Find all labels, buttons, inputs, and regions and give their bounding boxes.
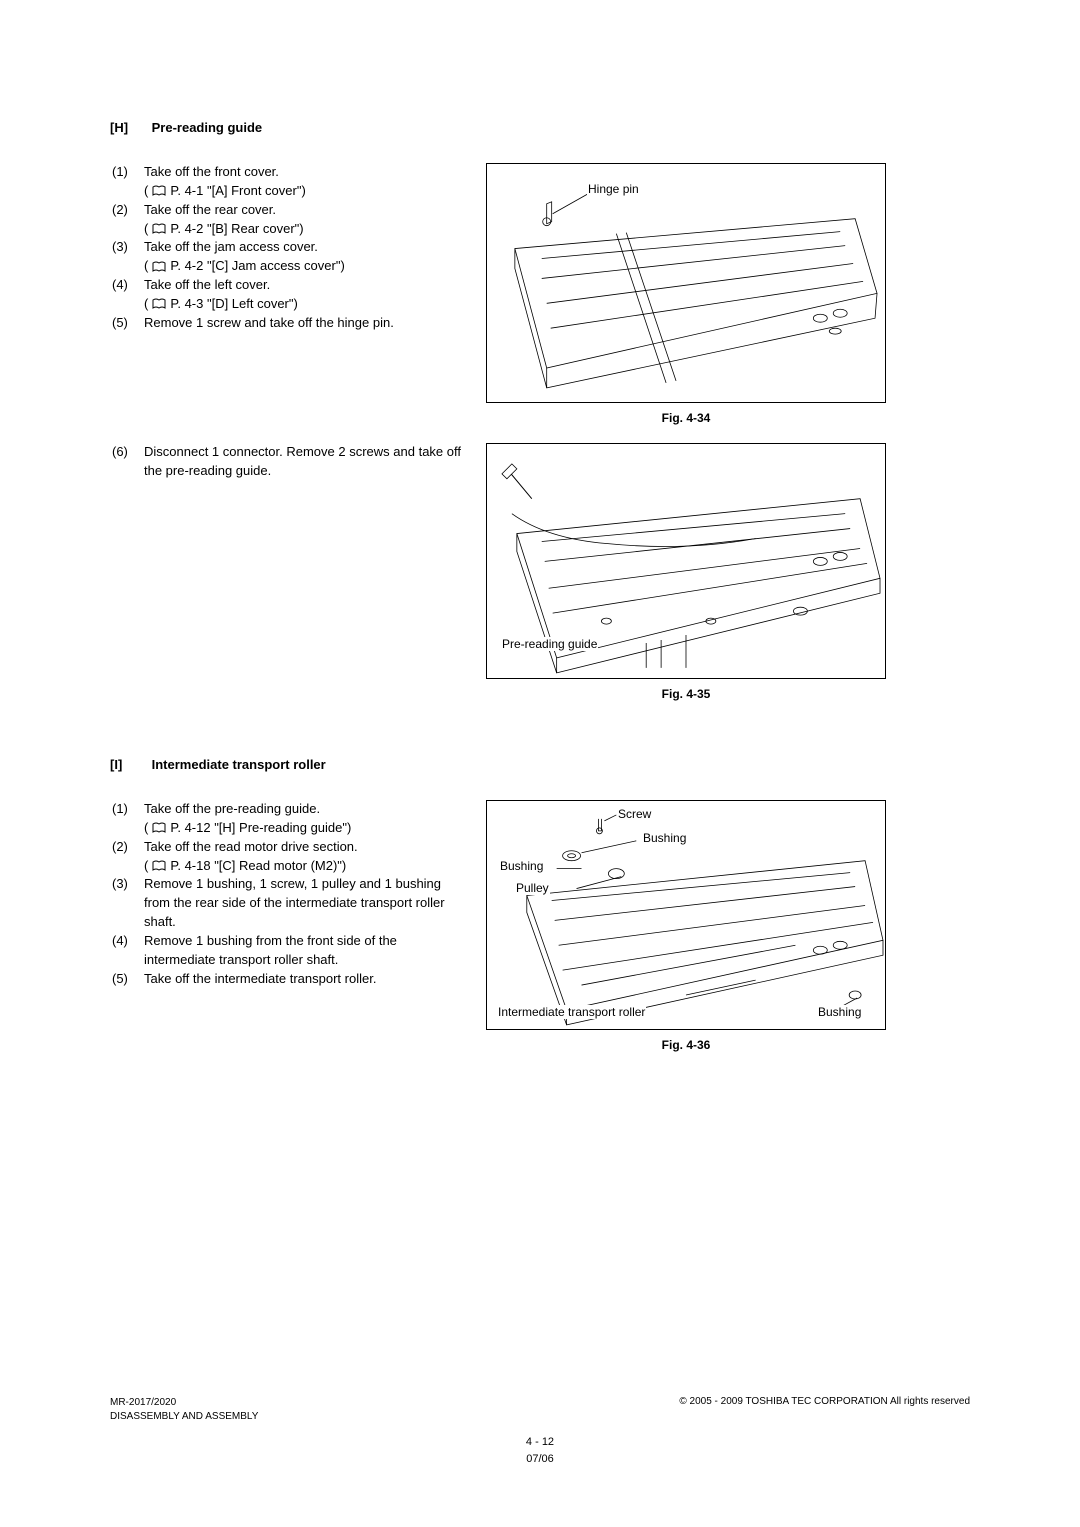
page-footer: MR-2017/2020 DISASSEMBLY AND ASSEMBLY © …: [110, 1396, 970, 1467]
label-pulley: Pulley: [515, 881, 550, 895]
section-h-steps: (1) Take off the front cover. ( P. 4-1 "…: [110, 163, 466, 333]
section-h-tag: [H]: [110, 120, 148, 135]
book-icon: [152, 298, 166, 310]
figure-4-36: Screw Bushing Bushing Pulley Intermediat…: [486, 800, 886, 1030]
section-i-steps: (1) Take off the pre-reading guide. ( P.…: [110, 800, 466, 988]
step-item: (3) Take off the jam access cover. ( P. …: [110, 238, 466, 276]
step-num: (3): [110, 238, 144, 276]
label-bushing-top: Bushing: [642, 831, 687, 845]
step-text: Take off the jam access cover.: [144, 239, 318, 254]
step-item: (2) Take off the rear cover. ( P. 4-2 "[…: [110, 201, 466, 239]
footer-rev: 07/06: [110, 1451, 970, 1468]
step-text: Take off the pre-reading guide.: [144, 801, 320, 816]
step-num: (2): [110, 838, 144, 876]
step-num: (1): [110, 163, 144, 201]
footer-model: MR-2017/2020: [110, 1396, 258, 1410]
ref-text: P. 4-2 "[B] Rear cover"): [170, 220, 303, 239]
footer-section: DISASSEMBLY AND ASSEMBLY: [110, 1410, 258, 1424]
step-num: (5): [110, 314, 144, 333]
step-item: (5) Take off the intermediate transport …: [110, 970, 466, 989]
step-num: (3): [110, 875, 144, 932]
figure-4-35: Pre-reading guide: [486, 443, 886, 679]
figure-art: [487, 164, 885, 403]
step-num: (2): [110, 201, 144, 239]
label-roller: Intermediate transport roller: [497, 1005, 646, 1019]
step-text: Take off the front cover.: [144, 164, 279, 179]
ref-text: P. 4-1 "[A] Front cover"): [170, 182, 305, 201]
step-text: Take off the intermediate transport roll…: [144, 971, 376, 986]
step-text: Remove 1 bushing from the front side of …: [144, 933, 397, 967]
ref-text: P. 4-2 "[C] Jam access cover"): [170, 257, 344, 276]
section-h-title: Pre-reading guide: [152, 120, 263, 135]
step-text: Disconnect 1 connector. Remove 2 screws …: [144, 444, 461, 478]
step-text: Take off the left cover.: [144, 277, 270, 292]
book-icon: [152, 223, 166, 235]
step-text: Remove 1 screw and take off the hinge pi…: [144, 315, 394, 330]
book-icon: [152, 860, 166, 872]
ref-text: P. 4-12 "[H] Pre-reading guide"): [170, 819, 351, 838]
step-text: Take off the rear cover.: [144, 202, 276, 217]
label-screw: Screw: [617, 807, 652, 821]
step-text: Remove 1 bushing, 1 screw, 1 pulley and …: [144, 876, 445, 929]
footer-page: 4 - 12: [110, 1434, 970, 1451]
label-hinge-pin: Hinge pin: [587, 182, 640, 196]
step-item: (4) Remove 1 bushing from the front side…: [110, 932, 466, 970]
step-num: (1): [110, 800, 144, 838]
step-item: (2) Take off the read motor drive sectio…: [110, 838, 466, 876]
ref-text: P. 4-3 "[D] Left cover"): [170, 295, 298, 314]
figure-4-35-caption: Fig. 4-35: [486, 687, 886, 701]
step-num: (4): [110, 276, 144, 314]
section-h-step6: (6) Disconnect 1 connector. Remove 2 scr…: [110, 443, 466, 481]
figure-4-34-caption: Fig. 4-34: [486, 411, 886, 425]
step-num: (5): [110, 970, 144, 989]
book-icon: [152, 822, 166, 834]
footer-copyright: © 2005 - 2009 TOSHIBA TEC CORPORATION Al…: [679, 1396, 970, 1424]
step-item: (5) Remove 1 screw and take off the hing…: [110, 314, 466, 333]
book-icon: [152, 185, 166, 197]
step-num: (6): [110, 443, 144, 481]
section-i-title: Intermediate transport roller: [152, 757, 326, 772]
label-bushing-right: Bushing: [817, 1005, 862, 1019]
section-i-heading: [I] Intermediate transport roller: [110, 757, 970, 772]
step-item: (4) Take off the left cover. ( P. 4-3 "[…: [110, 276, 466, 314]
book-icon: [152, 261, 166, 273]
step-num: (4): [110, 932, 144, 970]
label-bushing-left: Bushing: [499, 859, 544, 873]
ref-text: P. 4-18 "[C] Read motor (M2)"): [170, 857, 346, 876]
label-pre-reading-guide: Pre-reading guide: [501, 637, 598, 651]
step-item: (1) Take off the pre-reading guide. ( P.…: [110, 800, 466, 838]
section-i-tag: [I]: [110, 757, 148, 772]
section-h-heading: [H] Pre-reading guide: [110, 120, 970, 135]
figure-4-36-caption: Fig. 4-36: [486, 1038, 886, 1052]
step-item: (3) Remove 1 bushing, 1 screw, 1 pulley …: [110, 875, 466, 932]
step-text: Take off the read motor drive section.: [144, 839, 358, 854]
step-item: (6) Disconnect 1 connector. Remove 2 scr…: [110, 443, 466, 481]
step-item: (1) Take off the front cover. ( P. 4-1 "…: [110, 163, 466, 201]
figure-4-34: Hinge pin: [486, 163, 886, 403]
